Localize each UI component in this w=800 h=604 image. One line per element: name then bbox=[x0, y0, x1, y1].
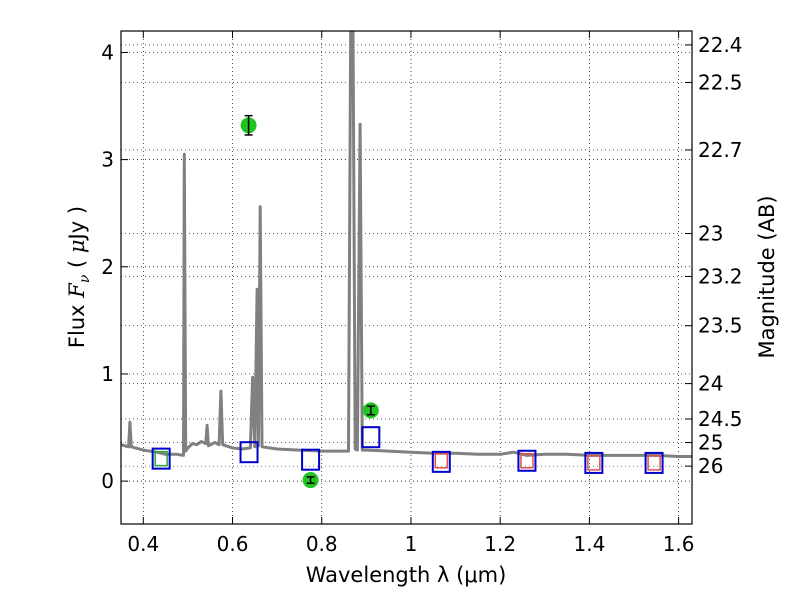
x-axis-label: Wavelength λ (μm) bbox=[306, 563, 507, 587]
inner-flux-square bbox=[587, 455, 601, 471]
x-tick-label: 1.6 bbox=[663, 532, 695, 556]
x-tick-label: 1 bbox=[405, 532, 418, 556]
y-axis-label: Flux Fν ( μJy ) bbox=[65, 206, 93, 348]
magnitude-tick-label: 25 bbox=[698, 431, 723, 455]
inner-flux-square bbox=[647, 455, 661, 471]
inner-flux-square bbox=[520, 453, 534, 469]
spectrum-line bbox=[121, 31, 692, 458]
x-tick-label: 1.4 bbox=[573, 532, 605, 556]
magnitude-tick-label: 22.4 bbox=[698, 33, 743, 57]
magnitude-tick-label: 24 bbox=[698, 372, 723, 396]
y-tick-label: 2 bbox=[101, 255, 114, 279]
model-flux-square bbox=[239, 441, 259, 464]
x-tick-label: 0.4 bbox=[127, 532, 159, 556]
plot-frame bbox=[120, 30, 693, 525]
plot-area bbox=[121, 31, 692, 489]
magnitude-tick-label: 22.7 bbox=[698, 138, 743, 162]
magnitude-tick-label: 26 bbox=[698, 454, 723, 478]
model-flux-square bbox=[584, 451, 604, 474]
model-flux-square bbox=[517, 449, 537, 472]
inner-flux-square bbox=[154, 450, 168, 467]
magnitude-axis-label: Magnitude (AB) bbox=[755, 195, 779, 358]
model-flux-square bbox=[361, 426, 381, 449]
magnitude-tick-label: 22.5 bbox=[698, 70, 743, 94]
y-tick-label: 3 bbox=[101, 148, 114, 172]
y-tick-label: 0 bbox=[101, 469, 114, 493]
grid bbox=[121, 31, 692, 524]
y-tick-label: 1 bbox=[101, 362, 114, 386]
y-axis-label-text: Flux Fν ( μJy ) bbox=[65, 206, 93, 348]
model-flux-square bbox=[644, 451, 664, 474]
magnitude-tick-label: 23 bbox=[698, 222, 723, 246]
inner-flux-square bbox=[434, 453, 449, 469]
x-tick-label: 0.6 bbox=[217, 532, 249, 556]
x-tick-label: 0.8 bbox=[306, 532, 338, 556]
magnitude-tick-label: 24.5 bbox=[698, 407, 743, 431]
x-tick-label: 1.2 bbox=[484, 532, 516, 556]
model-flux-square bbox=[151, 447, 171, 470]
y-tick-label: 4 bbox=[101, 40, 114, 64]
magnitude-tick-label: 23.5 bbox=[698, 314, 743, 338]
model-flux-square bbox=[301, 448, 321, 471]
magnitude-tick-label: 23.2 bbox=[698, 264, 743, 288]
model-flux-square bbox=[431, 450, 451, 473]
